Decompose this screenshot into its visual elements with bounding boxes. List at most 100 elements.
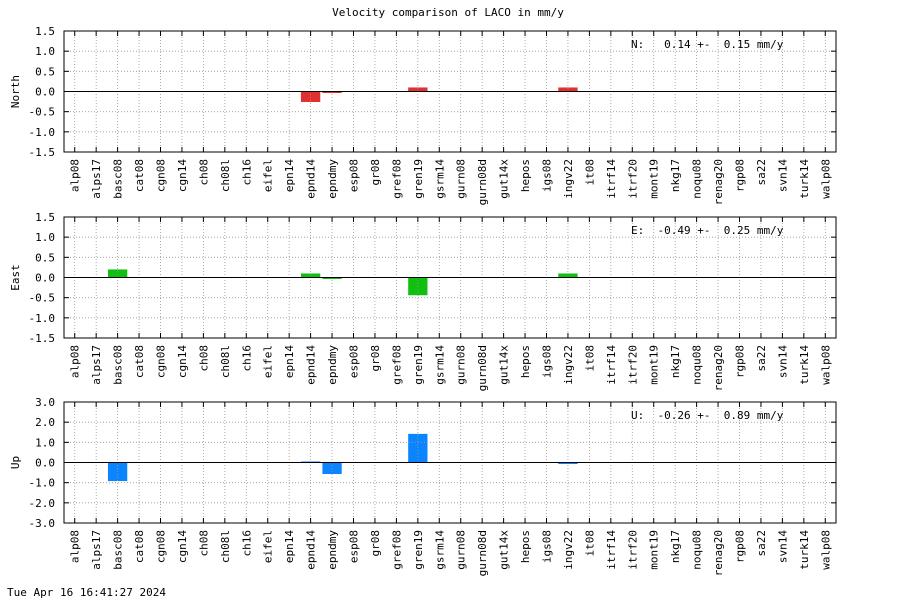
- xtick-label-eifel: eifel: [262, 530, 275, 563]
- xtick-label-mont19: mont19: [648, 345, 661, 385]
- xtick-label-turk14: turk14: [798, 159, 811, 199]
- bar-gren19: [408, 433, 428, 463]
- xtick-label-walp08: walp08: [819, 530, 832, 570]
- ytick-label: 0.5: [35, 251, 55, 264]
- xtick-label-turk14: turk14: [798, 345, 811, 385]
- xtick-label-itrf20: itrf20: [626, 345, 639, 385]
- xtick-label-cgn14: cgn14: [176, 530, 189, 563]
- xtick-label-gurn08d: gurn08d: [476, 159, 489, 205]
- bar-ingv22: [558, 462, 578, 464]
- xtick-label-gsrm14: gsrm14: [433, 159, 446, 199]
- xtick-label-ch08: ch08: [197, 530, 210, 557]
- xtick-label-sa22: sa22: [755, 159, 768, 186]
- xtick-label-esp08: esp08: [348, 345, 361, 378]
- ytick-label: 3.0: [35, 396, 55, 409]
- plot-frame: [63, 401, 837, 524]
- xtick-label-gsrm14: gsrm14: [433, 345, 446, 385]
- ytick-label: 1.0: [35, 45, 55, 58]
- xtick-label-hepos: hepos: [519, 345, 532, 378]
- xtick-label-noqu08: noqu08: [691, 530, 704, 570]
- xtick-label-rgp08: rgp08: [734, 345, 747, 378]
- xtick-label-itrf20: itrf20: [626, 530, 639, 570]
- panel-up: 3.0 2.0 1.0 0.0 -1.0 -2.0 -3.0 alp08 alps17 basc0…: [9, 396, 837, 576]
- xtick-label-gren19: gren19: [412, 530, 425, 570]
- xtick-label-nkg17: nkg17: [669, 530, 682, 563]
- xtick-label-ch16: ch16: [240, 530, 253, 557]
- xtick-label-svn14: svn14: [776, 530, 789, 563]
- xtick-label-gut14x: gut14x: [498, 530, 511, 570]
- xtick-label-hepos: hepos: [519, 530, 532, 563]
- ytick-label: -1.0: [29, 312, 56, 325]
- bar-epnd14: [300, 273, 321, 278]
- ytick-label: 0.0: [35, 457, 55, 470]
- xtick-label-walp08: walp08: [819, 159, 832, 199]
- xtick-label-cat08: cat08: [133, 530, 146, 563]
- xtick-label-itrf14: itrf14: [605, 345, 618, 385]
- xtick-label-gut14x: gut14x: [498, 345, 511, 385]
- xtick-label-ingv22: ingv22: [562, 159, 575, 199]
- xtick-label-esp08: esp08: [348, 530, 361, 563]
- xtick-label-gr08: gr08: [369, 159, 382, 186]
- xtick-label-walp08: walp08: [819, 345, 832, 385]
- xtick-label-cat08: cat08: [133, 345, 146, 378]
- xtick-label-gurn08: gurn08: [455, 345, 468, 385]
- xtick-label-nkg17: nkg17: [669, 345, 682, 378]
- xtick-label-epnd14: epnd14: [305, 345, 318, 385]
- xtick-label-noqu08: noqu08: [691, 159, 704, 199]
- xtick-label-epn14: epn14: [283, 530, 296, 563]
- xtick-label-turk14: turk14: [798, 530, 811, 570]
- ytick-label: -1.0: [29, 126, 56, 139]
- ytick-label: 2.0: [35, 416, 55, 429]
- xtick-label-epnd14: epnd14: [305, 159, 318, 199]
- xtick-label-gr08: gr08: [369, 530, 382, 557]
- xtick-label-gsrm14: gsrm14: [433, 530, 446, 570]
- ytick-label: -2.0: [29, 497, 56, 510]
- ylabel-east: East: [9, 264, 22, 291]
- ytick-label: 1.0: [35, 436, 55, 449]
- xtick-label-ch16: ch16: [240, 345, 253, 372]
- chart-title: Velocity comparison of LACO in mm/y: [332, 6, 564, 19]
- xtick-label-alps17: alps17: [90, 159, 103, 199]
- xtick-label-rgp08: rgp08: [734, 530, 747, 563]
- xtick-label-gren19: gren19: [412, 345, 425, 385]
- panel-north: 1.5 1.0 0.5 0.0 -0.5 -1.0 -1.5 alp08 alps17 basc0…: [9, 25, 837, 205]
- summary-up: U: -0.26 +- 0.89 mm/y: [631, 409, 784, 422]
- xtick-label-ch08: ch08: [197, 159, 210, 186]
- timestamp: Tue Apr 16 16:41:27 2024: [7, 586, 166, 599]
- xtick-label-cgn08: cgn08: [155, 345, 168, 378]
- xtick-label-eifel: eifel: [262, 159, 275, 192]
- xtick-label-itrf20: itrf20: [626, 159, 639, 199]
- xtick-label-gurn08: gurn08: [455, 159, 468, 199]
- xtick-label-sa22: sa22: [755, 530, 768, 557]
- ytick-label: 1.5: [35, 25, 55, 38]
- bar-basc08: [107, 269, 128, 278]
- xtick-label-gut14x: gut14x: [498, 159, 511, 199]
- xtick-label-alps17: alps17: [90, 345, 103, 385]
- xtick-label-basc08: basc08: [112, 345, 125, 385]
- bar-epnd14: [300, 91, 321, 102]
- xtick-label-ch08l: ch08l: [219, 530, 232, 563]
- xtick-label-it08: it08: [583, 530, 596, 557]
- bar-ingv22: [558, 273, 578, 278]
- xtick-label-gren19: gren19: [412, 159, 425, 199]
- bar-epndmy: [322, 277, 342, 279]
- xtick-label-ch08l: ch08l: [219, 345, 232, 378]
- xtick-label-gref08: gref08: [390, 159, 403, 199]
- xtick-label-svn14: svn14: [776, 159, 789, 192]
- ytick-label: 0.0: [35, 86, 55, 99]
- xtick-label-alp08: alp08: [69, 159, 82, 192]
- xtick-label-ch16: ch16: [240, 159, 253, 186]
- xtick-label-epnd14: epnd14: [305, 530, 318, 570]
- xtick-label-it08: it08: [583, 159, 596, 186]
- ytick-label: 0.0: [35, 272, 55, 285]
- ytick-label: -1.5: [29, 146, 56, 159]
- xtick-label-alps17: alps17: [90, 530, 103, 570]
- summary-north: N: 0.14 +- 0.15 mm/y: [631, 38, 784, 51]
- xtick-label-sa22: sa22: [755, 345, 768, 372]
- xtick-label-mont19: mont19: [648, 530, 661, 570]
- xtick-label-epndmy: epndmy: [326, 530, 339, 570]
- xtick-label-igs08: igs08: [541, 345, 554, 378]
- xtick-label-itrf14: itrf14: [605, 159, 618, 199]
- xtick-label-nkg17: nkg17: [669, 159, 682, 192]
- ytick-label: -1.0: [29, 477, 56, 490]
